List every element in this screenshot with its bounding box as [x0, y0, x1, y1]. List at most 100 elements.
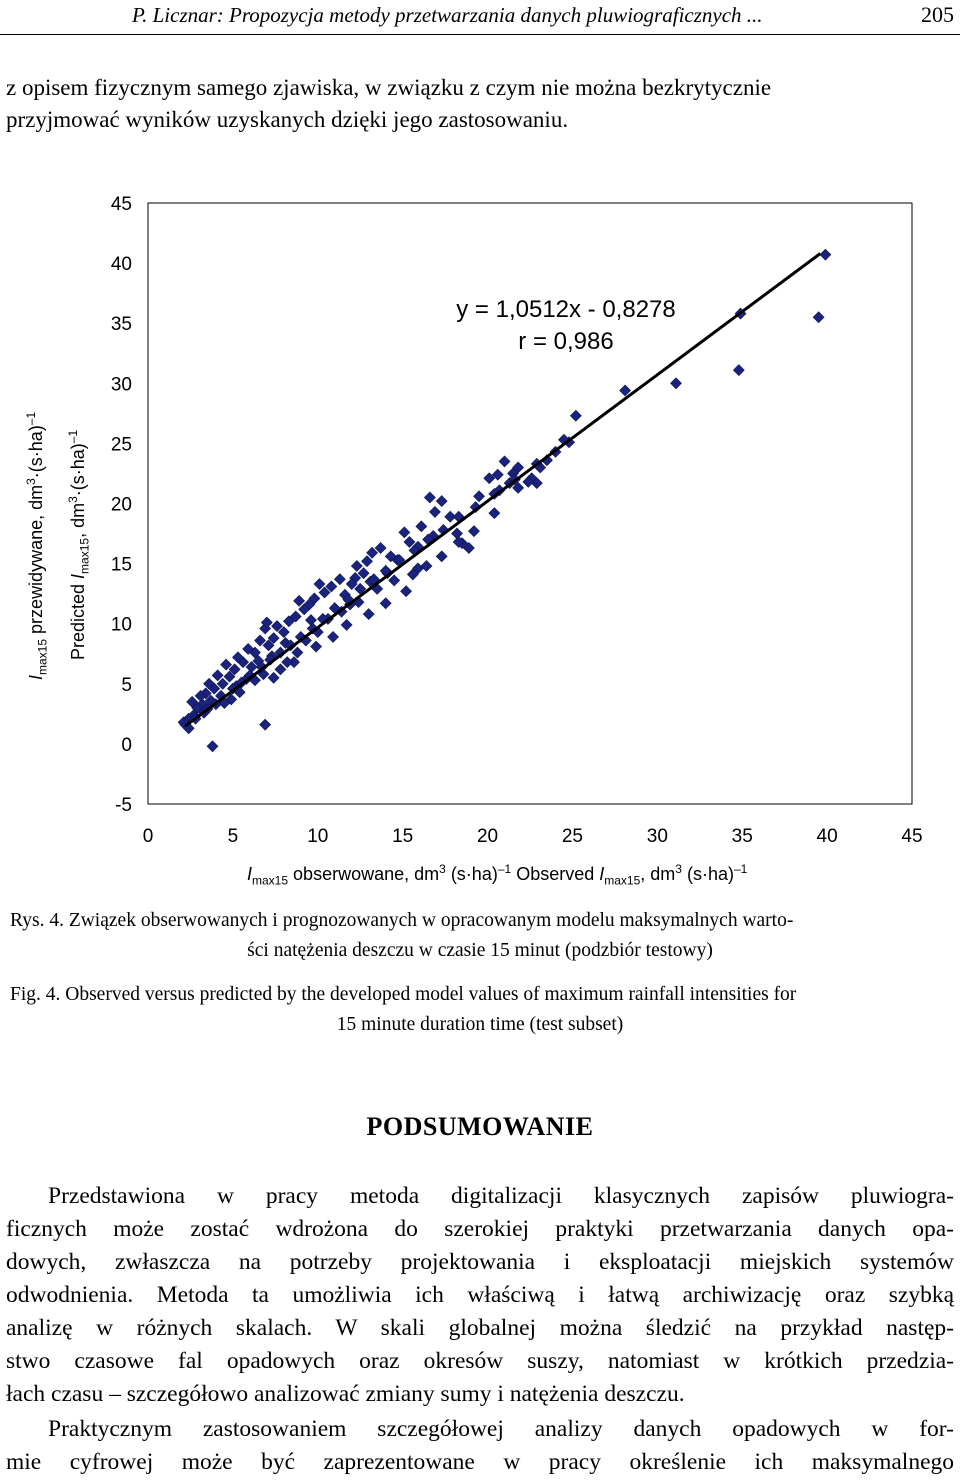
y-tick-label: 45: [111, 194, 132, 215]
y-axis-label-en: Predicted Imax15, dm3·(s·ha)–1: [66, 429, 92, 660]
x-tick-label: 5: [228, 826, 239, 847]
data-point: [223, 670, 236, 683]
text-line: odwodnienia. Metoda ta umożliwia ich wła…: [6, 1282, 954, 1308]
text-line: analizę w różnych skalach. W skali globa…: [6, 1315, 954, 1341]
regression-equation: y = 1,0512x - 0,8278: [456, 296, 676, 323]
figure-caption-pl: Rys. 4. Związek obserwowanych i prognozo…: [10, 910, 794, 961]
data-point: [619, 384, 631, 397]
data-point: [310, 640, 323, 653]
x-tick-label: 30: [647, 826, 668, 847]
data-point: [420, 560, 433, 572]
data-point: [203, 677, 216, 690]
intro-paragraph: z opisem fizycznym samego zjawiska, w zw…: [6, 72, 956, 136]
data-point: [415, 520, 428, 533]
data-point: [732, 364, 745, 377]
data-point: [473, 490, 485, 503]
data-point: [374, 542, 387, 554]
data-point: [522, 475, 535, 488]
data-point: [483, 472, 496, 485]
page-number: 205: [921, 2, 954, 27]
data-point: [469, 501, 482, 514]
data-point: [211, 669, 224, 682]
data-point: [403, 536, 416, 548]
text-line: Praktycznym zastosowaniem szczegółowej a…: [48, 1416, 954, 1442]
plot-frame: [147, 202, 913, 805]
data-point: [452, 536, 465, 548]
data-point: [262, 639, 275, 652]
data-point: [345, 578, 358, 590]
regression-line: [184, 252, 822, 728]
data-point: [313, 578, 326, 590]
data-point: [260, 616, 273, 629]
summary-paragraph-1: Przedstawiona w pracy metoda digitalizac…: [6, 1180, 954, 1411]
data-point: [423, 491, 436, 504]
data-point: [318, 586, 331, 599]
data-point: [281, 656, 294, 669]
data-point: [512, 461, 525, 474]
y-tick-label: 25: [111, 434, 132, 455]
data-point: [325, 580, 338, 593]
data-point: [379, 597, 392, 610]
data-point: [488, 507, 501, 520]
data-point: [398, 526, 411, 539]
y-axis-label: Imax15 przewidywane, dm3·(s·ha)–1 Predic…: [18, 350, 98, 700]
data-point: [491, 468, 504, 481]
data-point: [357, 567, 370, 580]
data-point: [350, 560, 363, 572]
data-point: [462, 542, 475, 554]
data-point: [498, 455, 511, 468]
data-point: [362, 608, 375, 621]
summary-paragraph-2: Praktycznym zastosowaniem szczegółowej a…: [6, 1413, 954, 1479]
data-point: [569, 409, 582, 422]
data-point: [406, 568, 419, 581]
data-point: [819, 248, 832, 261]
data-points: [177, 248, 832, 753]
figure-caption-en: Fig. 4. Observed versus predicted by the…: [10, 984, 797, 1035]
data-point: [812, 311, 825, 324]
data-point: [435, 550, 448, 563]
data-point: [340, 618, 353, 631]
y-axis-label-pl: Imax15 przewidywane, dm3·(s·ha)–1: [24, 411, 50, 680]
x-tick-label: 45: [901, 826, 922, 847]
x-tick-label: 20: [477, 826, 498, 847]
data-point: [259, 718, 272, 731]
data-point: [216, 677, 229, 690]
intro-line: z opisem fizycznym samego zjawiska, w zw…: [6, 75, 772, 100]
text-line: dowych, zwłaszcza na potrzeby projektowa…: [6, 1249, 954, 1275]
data-point: [384, 550, 397, 563]
data-point: [282, 615, 295, 628]
data-point: [435, 495, 448, 508]
text-line: Przedstawiona w pracy metoda digitalizac…: [48, 1183, 954, 1209]
intro-line: przyjmować wyników uzyskanych dzięki jeg…: [6, 107, 569, 132]
data-point: [388, 574, 401, 587]
x-tick-label: 25: [562, 826, 583, 847]
running-title: P. Licznar: Propozycja metody przetwarza…: [132, 3, 763, 27]
x-axis-label: Imax15 obserwowane, dm3 (s·ha)–1 Observe…: [247, 862, 748, 888]
text-line: łach czasu – szczegółowo analizować zmia…: [6, 1381, 685, 1407]
data-point: [220, 658, 233, 671]
data-point: [670, 377, 682, 390]
y-tick-label: 15: [111, 555, 132, 576]
data-point: [274, 663, 287, 676]
data-point: [400, 585, 412, 598]
data-point: [271, 620, 283, 633]
x-tick-label: 0: [143, 826, 154, 847]
data-point: [333, 573, 346, 586]
y-tick-label: -5: [115, 795, 132, 816]
x-tick-label: 35: [732, 826, 753, 847]
data-point: [228, 663, 241, 676]
data-point: [254, 634, 266, 647]
x-tick-label: 10: [307, 826, 328, 847]
data-point: [512, 481, 525, 494]
text-line: stwo czasowe fal opadowych oraz okresów …: [6, 1348, 954, 1374]
y-tick-label: 20: [111, 495, 132, 516]
y-tick-label: 5: [121, 675, 132, 696]
y-tick-label: 30: [111, 374, 132, 395]
data-point: [468, 525, 480, 538]
data-point: [289, 610, 302, 623]
data-point: [293, 594, 306, 607]
y-tick-label: 10: [111, 615, 132, 636]
data-point: [267, 632, 280, 645]
x-tick-label: 40: [817, 826, 838, 847]
y-tick-label: 35: [111, 314, 132, 335]
